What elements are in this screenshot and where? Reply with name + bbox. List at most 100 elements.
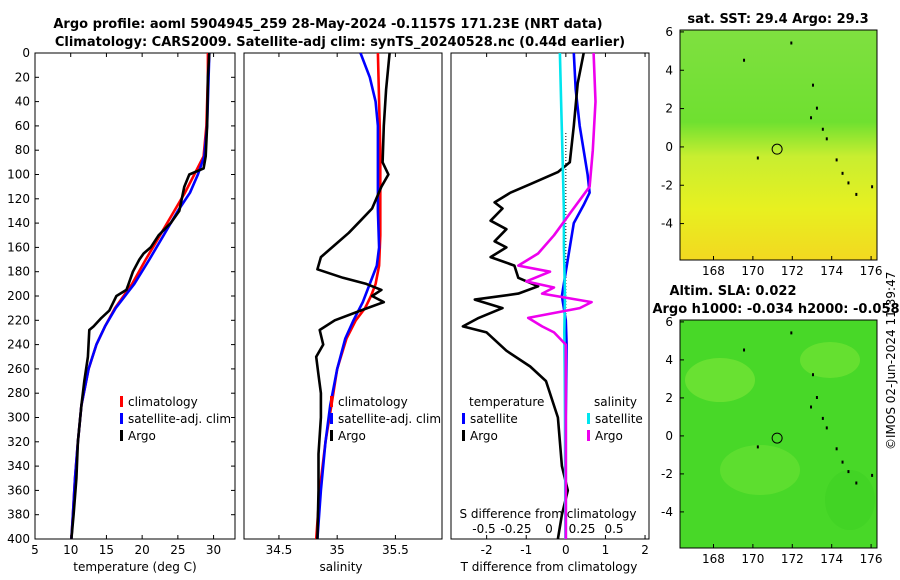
legend-swatch-satellite [330, 413, 333, 424]
sla-map-islands [743, 331, 874, 485]
map-y-tick-label: 0 [665, 140, 673, 154]
map-x-tick-label: 174 [820, 264, 843, 278]
legend-title-temperature: temperature [469, 395, 544, 409]
legend-swatch-argo [120, 430, 123, 441]
map-x-tick-label: 176 [860, 264, 883, 278]
depth-tick-label: 280 [7, 386, 30, 400]
series-line-salinity-argo [516, 53, 597, 539]
island-speck [810, 116, 813, 120]
legend-swatch-salinity-argo [587, 430, 590, 441]
sla-map-panel: Altim. SLA: 0.022 Argo h1000: -0.034 h20… [652, 284, 899, 566]
depth-tick-label: 40 [15, 95, 30, 109]
island-speck [855, 481, 858, 485]
island-speck [815, 106, 818, 110]
temperature-axes-box [34, 52, 236, 540]
depth-tick-label: 200 [7, 289, 30, 303]
legend-label-salinity-satellite: satellite [595, 412, 643, 426]
map-x-tick-label: 174 [820, 552, 843, 566]
temperature-panel: 0204060801001201401601802002202402602803… [7, 46, 649, 574]
x-tick-label: 30 [206, 543, 221, 557]
difference-panel: -2 -1 0 1 2 S difference from climatology -0… [450, 52, 650, 574]
s-difference-tick-label: -0.5 [472, 522, 495, 536]
depth-tick-label: 160 [7, 240, 30, 254]
depth-tick-label: 360 [7, 483, 30, 497]
series-line-argo [70, 53, 211, 539]
salinity-tick-labels: 34.5 35 35.5 [266, 53, 409, 557]
x-tick-label: -1 [520, 543, 532, 557]
island-speck [835, 158, 838, 162]
difference-legend: temperature satellite Argo salinity sate… [462, 395, 643, 443]
island-speck [841, 171, 844, 175]
island-speck [815, 396, 818, 399]
salinity-legend: climatology satellite-adj. clim Argo [330, 395, 441, 443]
x-tick-label: 0 [562, 543, 570, 557]
legend-label-argo: Argo [338, 429, 366, 443]
map-x-tick-label: 168 [702, 264, 725, 278]
x-tick-label: 35.5 [382, 543, 409, 557]
imos-credit: ©IMOS 02-Jun-2024 11:39:47 [884, 272, 898, 450]
depth-tick-label: 140 [7, 216, 30, 230]
island-speck [811, 83, 814, 87]
map-y-tick-label: 2 [665, 391, 673, 405]
map-y-tick-label: 6 [665, 315, 673, 329]
s-difference-tick-label: 0.5 [604, 522, 623, 536]
series-line-temperature-argo [461, 53, 585, 539]
salinity-panel: 34.5 35 35.5 salinity climatology satellit… [243, 52, 443, 574]
island-speck [821, 416, 824, 420]
temperature-tick-labels: 5 10 15 20 25 30 [31, 53, 221, 557]
s-difference-tick-labels: -0.5 -0.25 0 0.25 0.5 [472, 522, 623, 536]
sla-map-x-tick-labels: 168 170 172 174 176 [702, 544, 883, 566]
x-tick-label: 34.5 [266, 543, 293, 557]
s-difference-label: S difference from climatology [460, 507, 637, 521]
depth-tick-label: 100 [7, 168, 30, 182]
island-speck [825, 137, 828, 141]
map-y-tick-label: -4 [661, 505, 673, 519]
x-tick-label: 2 [641, 543, 649, 557]
legend-swatch-climatology [120, 396, 123, 407]
sst-map-x-tick-labels: 168 170 172 174 176 [702, 256, 883, 278]
map-y-tick-label: -4 [661, 217, 673, 231]
difference-lines [461, 53, 597, 539]
island-speck [855, 192, 858, 196]
s-difference-tick-label: 0 [545, 522, 553, 536]
depth-tick-label: 340 [7, 459, 30, 473]
map-y-tick-label: 0 [665, 429, 673, 443]
island-speck [743, 348, 746, 352]
island-speck [790, 41, 793, 45]
salinity-lines [314, 53, 391, 539]
salinity-axes-box [243, 52, 443, 540]
legend-label-salinity-argo: Argo [595, 429, 623, 443]
temperature-lines [70, 53, 211, 539]
legend-label-climatology: climatology [128, 395, 198, 409]
island-speck [810, 405, 813, 409]
sst-map-field [679, 29, 878, 261]
depth-tick-label: 80 [15, 143, 30, 157]
depth-tick-label: 20 [15, 70, 30, 84]
island-speck [790, 331, 793, 335]
map-y-tick-label: 2 [665, 102, 673, 116]
sla-map-patches [685, 342, 875, 530]
sla-argo-location-marker [771, 432, 783, 444]
island-speck [756, 445, 759, 449]
s-difference-tick-label: 0.25 [569, 522, 596, 536]
x-tick-label: 20 [135, 543, 150, 557]
island-speck [825, 426, 828, 430]
series-line-argo [314, 53, 391, 539]
island-speck [835, 447, 838, 451]
legend-swatch-temperature-argo [462, 430, 465, 441]
legend-swatch-climatology [330, 396, 333, 407]
map-y-tick-label: -2 [661, 178, 673, 192]
depth-tick-label: 260 [7, 362, 30, 376]
sst-argo-location-marker [771, 143, 783, 155]
legend-swatch-temperature-satellite [462, 413, 465, 424]
depth-tick-label: 380 [7, 508, 30, 522]
sst-map-title: sat. SST: 29.4 Argo: 29.3 [687, 12, 868, 27]
x-tick-label: 25 [170, 543, 185, 557]
island-speck [871, 473, 874, 477]
legend-label-satellite: satellite-adj. clim [338, 412, 441, 426]
island-speck [847, 470, 850, 474]
depth-tick-label: 120 [7, 192, 30, 206]
legend-swatch-argo [330, 430, 333, 441]
map-x-tick-label: 176 [860, 552, 883, 566]
